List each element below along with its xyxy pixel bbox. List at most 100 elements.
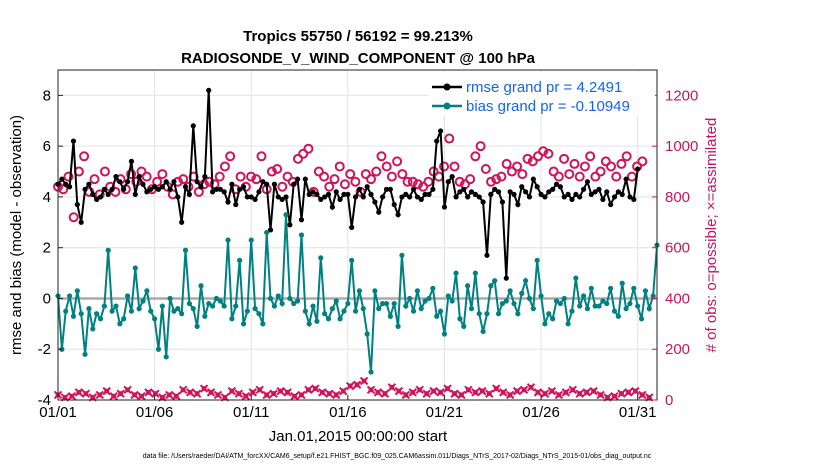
bias-point	[476, 311, 482, 317]
obs-assimilated-marker	[67, 391, 77, 401]
obs-assimilated-marker	[471, 388, 480, 397]
obs-possible-marker	[235, 171, 246, 182]
rmse-point	[584, 179, 591, 185]
x-marker-dot	[90, 394, 96, 400]
x-marker-dot	[243, 393, 249, 399]
rmse-point	[306, 191, 312, 197]
bias-point	[171, 308, 177, 314]
bias-point	[128, 308, 135, 314]
bias-point	[314, 318, 320, 324]
bias-point	[356, 288, 363, 294]
bias-point	[430, 285, 436, 291]
bias-point	[190, 306, 196, 312]
obs-possible-marker	[606, 161, 617, 172]
x-marker-dot	[514, 388, 520, 394]
obs-possible-marker	[454, 176, 465, 187]
x-marker-dot	[69, 393, 75, 399]
x-marker-dot	[389, 384, 395, 390]
x-marker-dot	[285, 389, 291, 395]
bias-point	[457, 316, 463, 322]
x-marker-dot	[159, 394, 165, 400]
bias-point	[175, 306, 181, 312]
bias-point	[426, 295, 432, 302]
obs-assimilated-marker	[624, 388, 633, 397]
bias-point	[484, 311, 490, 317]
bias-point	[646, 306, 652, 312]
rmse-point	[461, 186, 467, 192]
bias-point	[124, 293, 131, 299]
left-y-ticks: -4 -2 0 2 4 6 8	[38, 87, 63, 409]
obs-assimilated-marker	[554, 390, 564, 400]
obs-possible-marker	[621, 151, 632, 162]
y-tick-label-right: 0	[665, 392, 673, 409]
rmse-point	[329, 204, 335, 210]
obs-possible-marker	[251, 174, 262, 185]
legend-box	[428, 72, 655, 116]
bias-point	[217, 298, 223, 304]
rmse-point	[333, 189, 339, 195]
obs-assimilated-marker	[457, 390, 466, 400]
obs-assimilated-marker	[318, 388, 327, 397]
x-marker-dot	[215, 392, 221, 398]
bias-point	[260, 321, 266, 327]
rmse-point	[519, 184, 525, 190]
x-marker-dot	[326, 391, 332, 397]
rmse-point	[507, 189, 513, 195]
bias-point	[256, 311, 262, 317]
rmse-point	[468, 189, 475, 195]
rmse-point	[441, 204, 448, 210]
rmse-point	[492, 186, 498, 192]
bias-point	[557, 300, 563, 307]
obs-assimilated-marker	[276, 386, 285, 396]
obs-possible-marker	[559, 153, 570, 164]
bias-point	[569, 308, 575, 314]
rmse-point	[221, 189, 227, 195]
rmse-point	[167, 186, 173, 192]
rmse-point	[600, 196, 606, 203]
obs-possible-marker	[225, 151, 236, 162]
plot-area	[58, 70, 657, 400]
rmse-point	[542, 194, 548, 200]
bias-point	[105, 247, 111, 253]
bias-point	[492, 278, 498, 284]
rmse-point	[604, 189, 610, 195]
rmse-point	[349, 224, 355, 230]
obs-possible-marker	[538, 146, 549, 157]
obs-possible-marker	[616, 158, 627, 169]
rmse-point	[171, 179, 177, 185]
rmse-point	[488, 191, 494, 197]
obs-assimilated-marker	[617, 389, 626, 398]
x-marker-dot	[486, 391, 492, 397]
bias-point	[468, 306, 475, 312]
rmse-point	[426, 191, 432, 197]
x-marker-dot	[403, 392, 409, 398]
x-marker-dot	[257, 387, 263, 393]
obs-possible-marker	[590, 171, 601, 182]
obs-possible-marker	[486, 176, 497, 187]
rmse-point	[74, 201, 80, 208]
bias-point	[627, 300, 633, 307]
rmse-point	[66, 184, 73, 190]
x-marker-dot	[458, 392, 464, 398]
bias-point	[441, 331, 448, 337]
obs-assimilated-marker	[241, 391, 251, 401]
chart-title-line1: Tropics 55750 / 56192 = 99.213%	[243, 28, 473, 45]
x-tick-label: 01/16	[329, 404, 367, 421]
rmse-point	[314, 191, 320, 197]
legend-bias-marker	[443, 102, 451, 110]
obs-possible-marker	[465, 174, 476, 185]
rmse-point	[476, 194, 482, 200]
y-tick-label-right: 200	[665, 341, 690, 358]
obs-possible-marker	[585, 151, 596, 162]
x-marker-dot	[340, 388, 346, 394]
x-marker-dot	[83, 391, 89, 397]
rmse-point	[523, 189, 529, 195]
rmse-point	[422, 191, 428, 197]
obs-possible-marker	[58, 184, 69, 195]
bias-point	[380, 300, 386, 307]
obs-assimilated-marker	[95, 390, 104, 400]
obs-assimilated-marker	[380, 389, 390, 398]
rmse-point	[364, 184, 370, 190]
bias-point	[279, 300, 285, 307]
rmse-point	[399, 194, 405, 200]
